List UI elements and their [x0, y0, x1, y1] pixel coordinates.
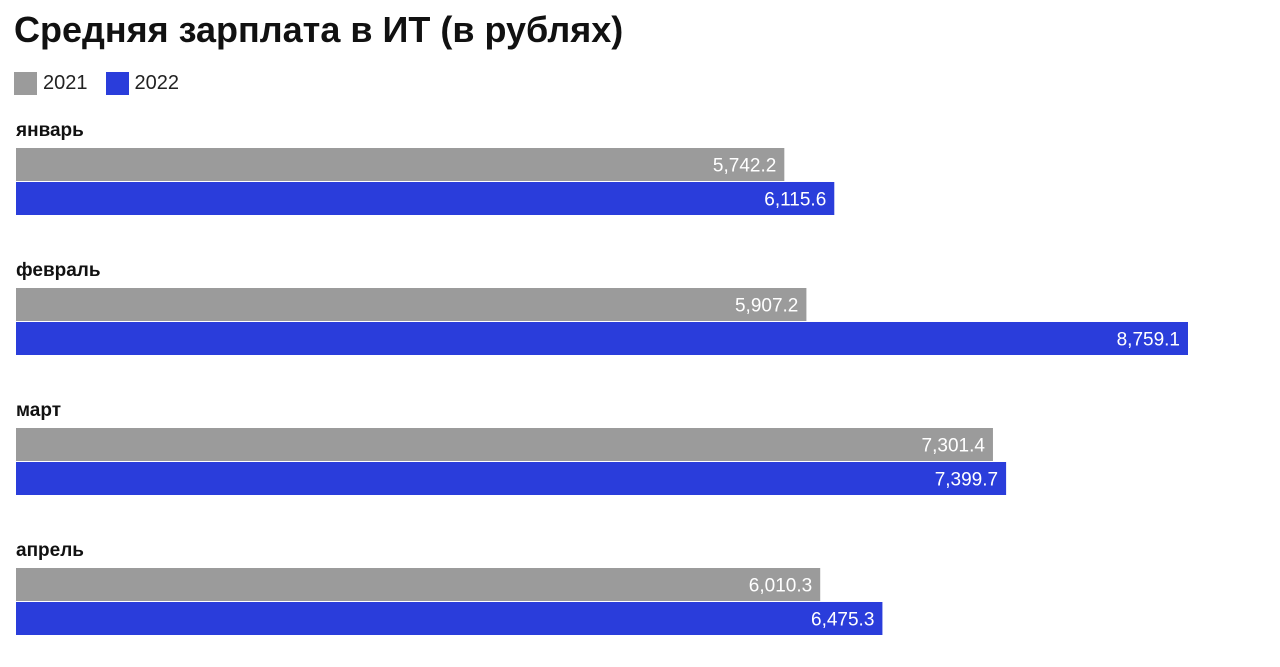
bar-2022	[16, 602, 883, 635]
bar-2021	[16, 428, 993, 461]
category-label: февраль	[16, 260, 101, 281]
bar-2022	[16, 322, 1188, 355]
legend-item-2022: 2022	[105, 71, 180, 95]
value-label-2021: 6,010.3	[749, 576, 812, 597]
category-label: март	[16, 400, 61, 421]
bar-2021	[16, 568, 821, 601]
value-label-2022: 8,759.1	[1117, 330, 1180, 351]
value-label-2021: 5,907.2	[735, 296, 798, 317]
bar-2021	[16, 148, 785, 181]
category-label: январь	[15, 120, 84, 141]
legend: 2021 2022	[14, 70, 197, 96]
value-label-2022: 7,399.7	[935, 470, 998, 491]
value-label-2022: 6,115.6	[764, 190, 826, 211]
bar-group-4: апрель 6,010.3 6,475.3	[16, 540, 883, 635]
bar-group-1: январь 5,742.2 6,115.6	[15, 120, 835, 215]
bar-2022	[16, 182, 835, 215]
chart-title: Средняя зарплата в ИТ (в рублях)	[14, 9, 624, 50]
bar-2021	[16, 288, 807, 321]
legend-swatch-2022	[105, 71, 129, 95]
legend-label-2021: 2021	[43, 72, 88, 94]
category-label: апрель	[16, 540, 84, 561]
value-label-2021: 7,301.4	[922, 436, 986, 457]
legend-swatch-2021	[14, 71, 37, 95]
bar-2022	[16, 462, 1007, 495]
value-label-2021: 5,742.2	[713, 156, 776, 177]
value-label-2022: 6,475.3	[811, 610, 874, 631]
bar-group-3: март 7,301.4 7,399.7	[16, 400, 1007, 495]
legend-item-2021: 2021	[14, 71, 88, 95]
legend-label-2022: 2022	[134, 72, 180, 94]
bar-group-2: февраль 5,907.2 8,759.1	[16, 260, 1188, 355]
